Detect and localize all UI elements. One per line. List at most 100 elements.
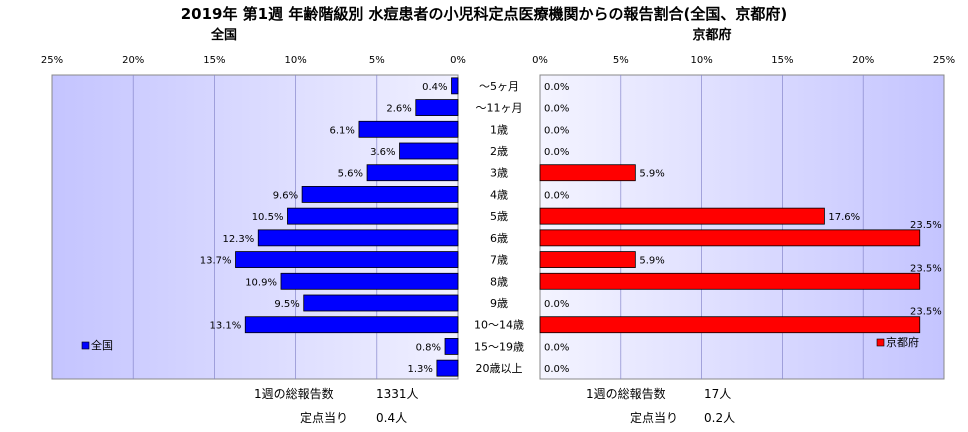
- right-bar: [539, 251, 636, 268]
- right-data-label: 0.0%: [544, 104, 569, 115]
- left-total-value: 1331人: [376, 387, 419, 401]
- left-bar: [257, 229, 459, 247]
- category-label: 7歳: [490, 254, 508, 267]
- left-bar: [451, 77, 459, 95]
- right-tick-label: 5%: [613, 55, 629, 66]
- left-per-site-value: 0.4人: [376, 411, 407, 425]
- left-bar: [436, 359, 459, 377]
- right-footer: 1週の総報告数 17人 定点当り 0.2人: [586, 386, 735, 425]
- left-bar: [366, 164, 459, 182]
- right-bar: [539, 316, 921, 334]
- right-data-label: 0.0%: [544, 125, 569, 136]
- left-data-label: 13.7%: [200, 256, 232, 267]
- right-data-label: 23.5%: [910, 220, 942, 231]
- category-label: ～5ヶ月: [479, 80, 519, 93]
- left-bar: [244, 316, 459, 334]
- left-tick-label: 0%: [450, 55, 466, 66]
- right-per-site-value: 0.2人: [704, 411, 735, 425]
- left-panel-title: 全国: [210, 27, 237, 43]
- left-data-label: 12.3%: [222, 234, 254, 245]
- left-data-label: 3.6%: [370, 147, 395, 158]
- right-bar: [539, 229, 921, 247]
- left-data-labels: 0.4% 2.6% 6.1% 3.6% 5.6% 9.6% 10.5% 12.3% 13.7% 1…: [200, 82, 448, 375]
- right-data-label: 5.9%: [639, 169, 664, 180]
- left-legend-label: 全国: [91, 338, 113, 352]
- left-tick-label: 10%: [284, 55, 306, 66]
- right-data-label: 23.5%: [910, 263, 942, 274]
- left-bar: [415, 99, 459, 116]
- right-bar: [539, 207, 825, 225]
- right-legend: 京都府: [876, 335, 919, 349]
- left-legend-swatch: [81, 341, 90, 350]
- right-panel-title: 京都府: [692, 27, 731, 43]
- left-tick-label: 20%: [122, 55, 144, 66]
- right-tick-label: 20%: [852, 55, 874, 66]
- category-label: 8歳: [490, 275, 508, 288]
- right-tick-label: 25%: [933, 55, 955, 66]
- category-labels: ～5ヶ月 ～11ヶ月 1歳 2歳 3歳 4歳 5歳 6歳 7歳 8歳 9歳 10～14歳 15～19歳 2…: [474, 80, 524, 375]
- right-legend-label: 京都府: [886, 335, 919, 349]
- right-tick-label: 0%: [532, 55, 548, 66]
- right-bar: [539, 164, 636, 182]
- left-legend: 全国: [81, 338, 113, 352]
- right-total-label: 1週の総報告数: [586, 386, 666, 401]
- right-data-label: 0.0%: [544, 147, 569, 158]
- right-data-label: 5.9%: [639, 256, 664, 267]
- left-bar: [399, 142, 459, 160]
- left-bar: [287, 207, 459, 225]
- right-data-label: 17.6%: [828, 212, 860, 223]
- right-plot-area: [539, 74, 945, 380]
- category-label: 4歳: [490, 188, 508, 201]
- left-per-site-label: 定点当り: [300, 410, 348, 425]
- right-data-label: 0.0%: [544, 190, 569, 201]
- left-tick-label: 15%: [203, 55, 225, 66]
- left-tick-labels: 25% 20% 15% 10% 5% 0%: [41, 55, 466, 66]
- left-tick-label: 5%: [369, 55, 385, 66]
- category-label: 6歳: [490, 232, 508, 245]
- left-footer: 1週の総報告数 1331人 定点当り 0.4人: [254, 386, 419, 425]
- left-data-label: 5.6%: [338, 169, 363, 180]
- right-tick-label: 10%: [690, 55, 712, 66]
- right-total-value: 17人: [704, 387, 731, 401]
- left-data-label: 13.1%: [209, 321, 241, 332]
- left-bar: [280, 272, 459, 290]
- left-bar: [235, 251, 459, 268]
- left-tick-label: 25%: [41, 55, 63, 66]
- left-data-label: 2.6%: [386, 104, 411, 115]
- left-data-label: 1.3%: [407, 364, 432, 375]
- left-plot-area: [51, 74, 459, 380]
- category-label: 1歳: [490, 123, 508, 136]
- category-label: 5歳: [490, 210, 508, 223]
- right-data-label: 0.0%: [544, 299, 569, 310]
- category-label: 9歳: [490, 297, 508, 310]
- left-bar: [301, 186, 459, 203]
- right-bar: [539, 272, 921, 290]
- right-tick-labels: 0% 5% 10% 15% 20% 25%: [532, 55, 955, 66]
- left-data-label: 9.6%: [273, 190, 298, 201]
- category-label: 2歳: [490, 145, 508, 158]
- left-data-label: 9.5%: [274, 299, 299, 310]
- left-data-label: 0.8%: [416, 342, 441, 353]
- left-data-label: 10.5%: [252, 212, 284, 223]
- left-total-label: 1週の総報告数: [254, 386, 334, 401]
- right-data-label: 23.5%: [910, 307, 942, 318]
- category-label: 10～14歳: [474, 319, 524, 332]
- right-data-label: 0.0%: [544, 364, 569, 375]
- left-data-label: 0.4%: [422, 82, 447, 93]
- right-data-labels: 0.0% 0.0% 0.0% 0.0% 5.9% 0.0% 17.6% 23.5% 5.9% 23…: [544, 82, 942, 375]
- category-label: ～11ヶ月: [476, 102, 523, 115]
- left-bars: [235, 77, 459, 377]
- chart-title: 2019年 第1週 年齢階級別 水痘患者の小児科定点医療機関からの報告割合(全国…: [181, 5, 788, 23]
- left-bar: [303, 294, 459, 312]
- right-per-site-label: 定点当り: [630, 410, 678, 425]
- right-tick-label: 15%: [771, 55, 793, 66]
- left-bar: [444, 338, 459, 355]
- right-bars: [539, 164, 921, 334]
- left-data-label: 10.9%: [245, 277, 277, 288]
- left-data-label: 6.1%: [330, 125, 355, 136]
- category-label: 20歳以上: [476, 362, 523, 375]
- category-label: 15～19歳: [474, 340, 524, 353]
- right-legend-swatch: [876, 338, 885, 347]
